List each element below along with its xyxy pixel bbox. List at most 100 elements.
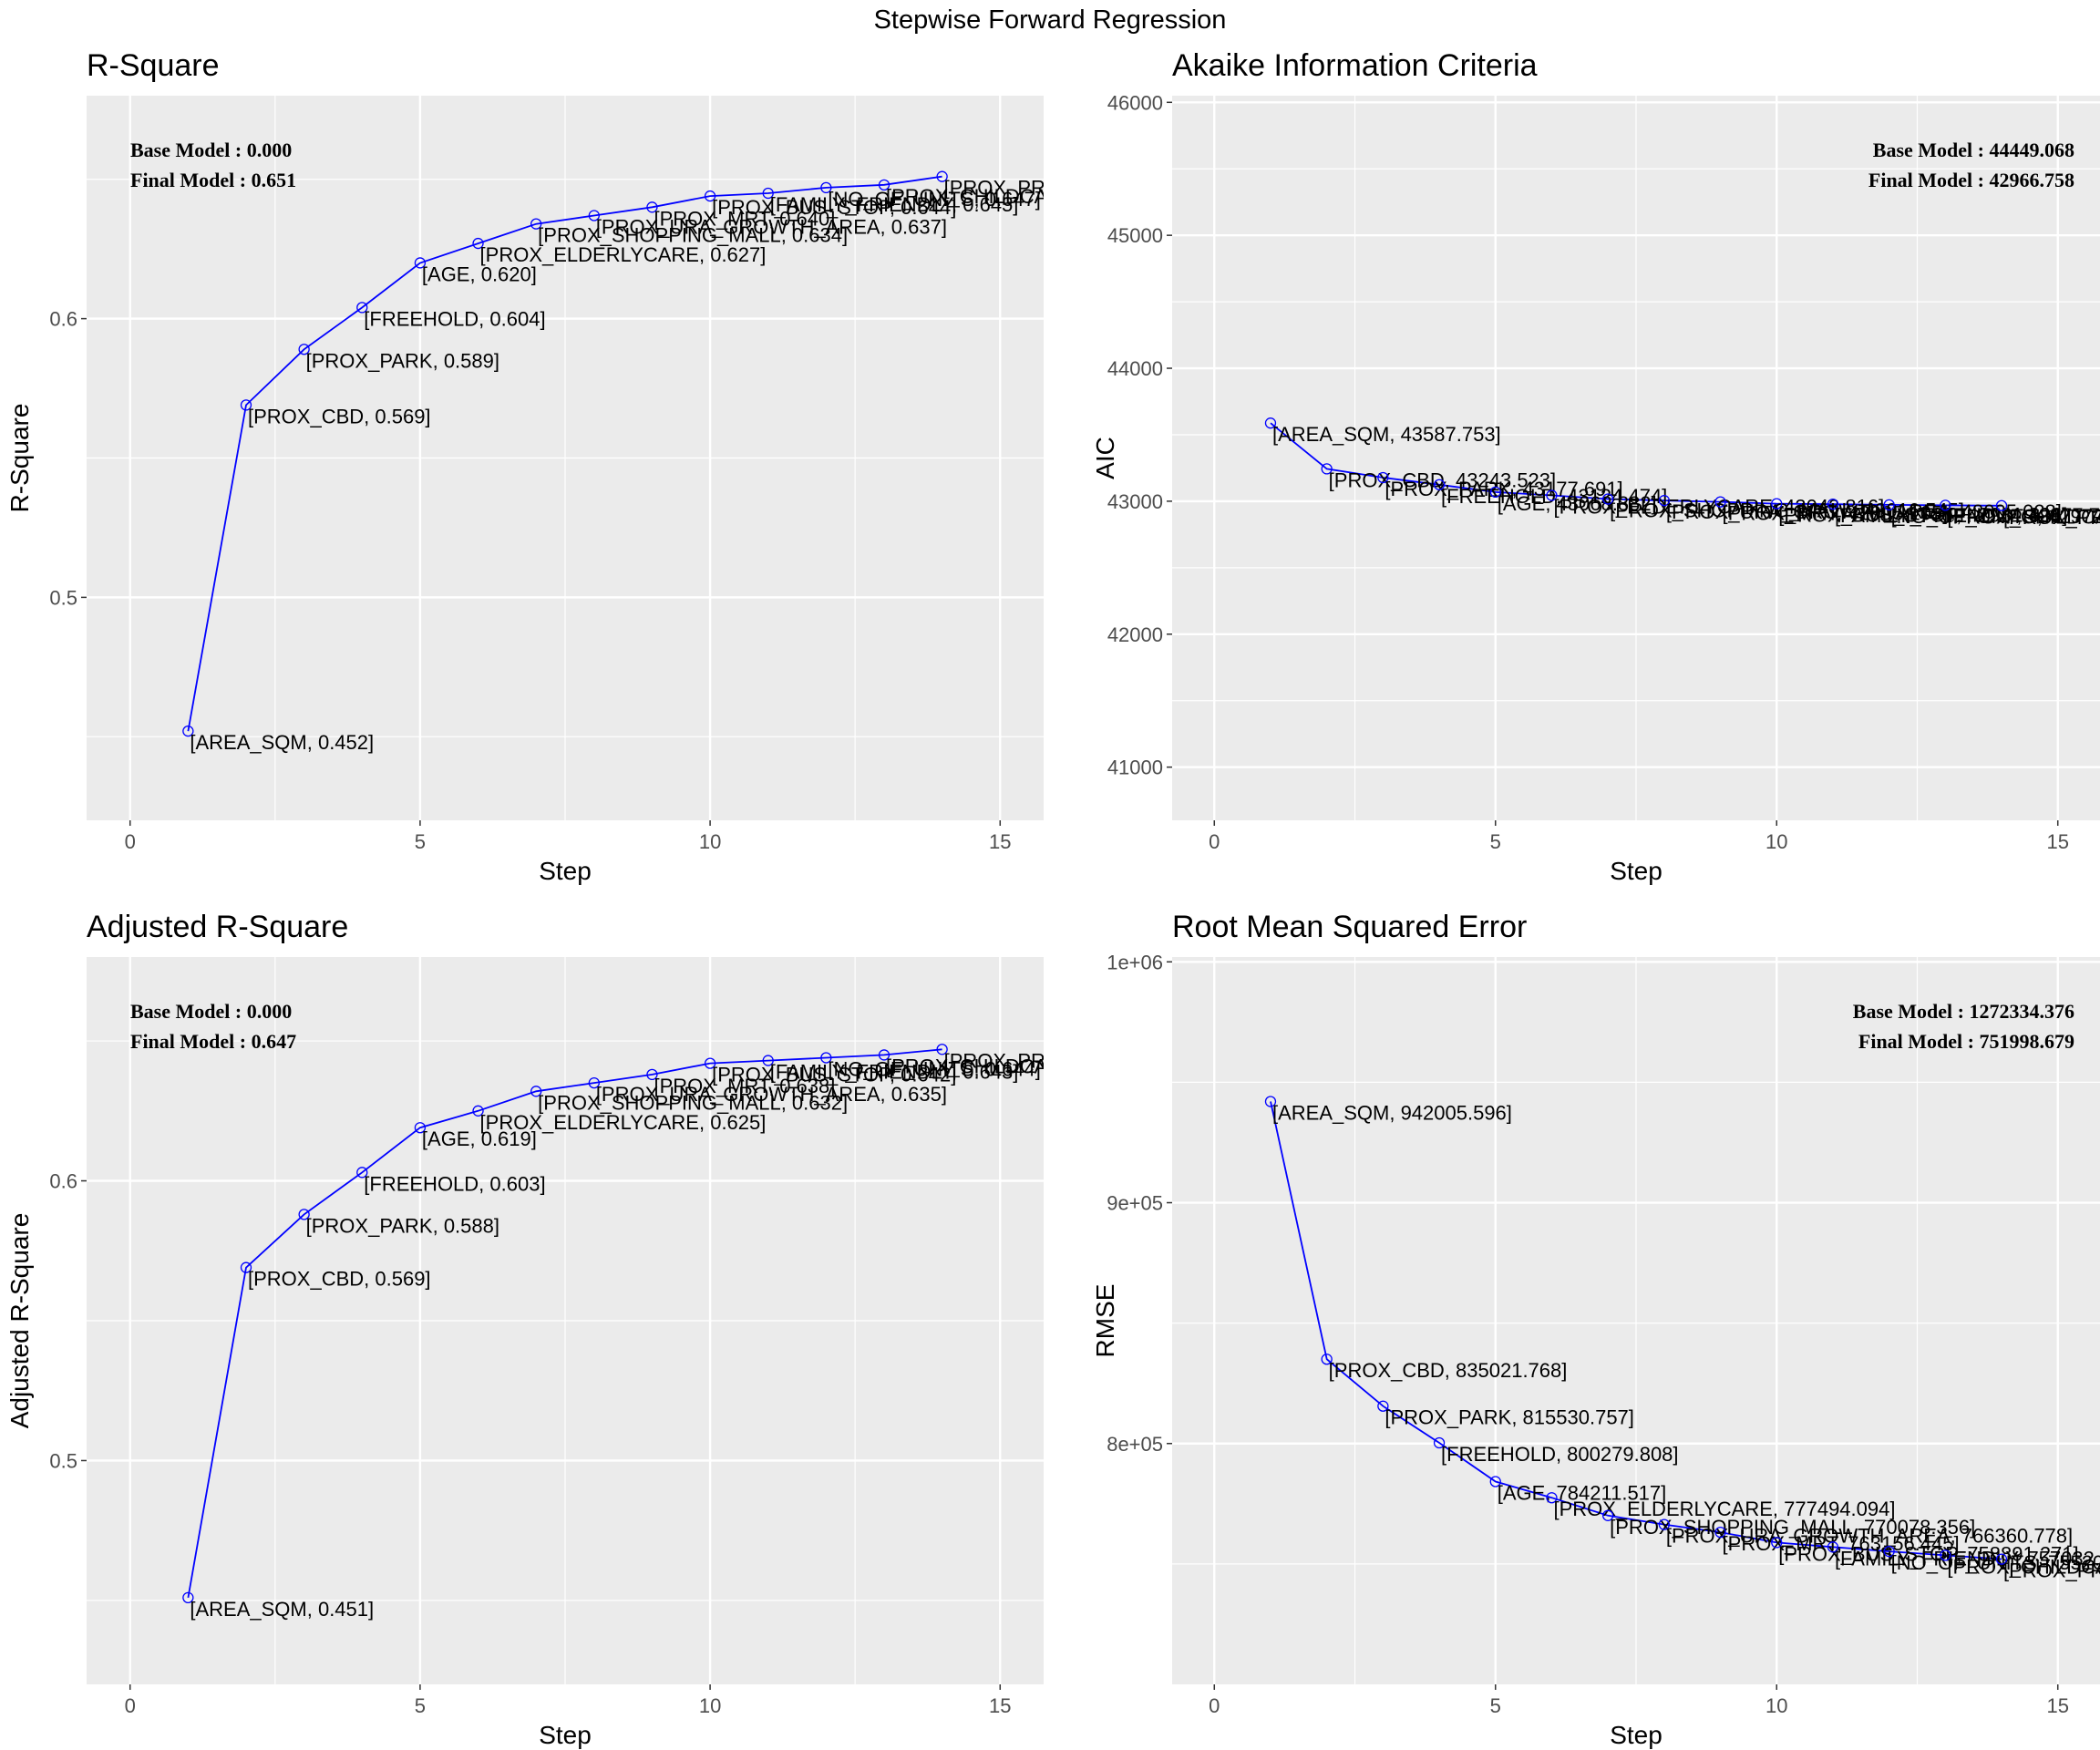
data-point bbox=[472, 1105, 484, 1117]
y-tick-label: 46000 bbox=[1107, 91, 1163, 114]
panel-title: Root Mean Squared Error bbox=[1172, 910, 1527, 944]
x-tick-label: 10 bbox=[699, 1694, 721, 1717]
y-tick-label: 45000 bbox=[1107, 224, 1163, 247]
data-label: [FREEHOLD, 0.604] bbox=[364, 307, 545, 330]
data-point bbox=[1658, 495, 1670, 507]
data-label: [PROX_URA_GROWTH_AREA, 0.635] bbox=[596, 1083, 947, 1106]
x-axis-title: Step bbox=[1610, 1721, 1662, 1749]
y-axis-title: AIC bbox=[1091, 437, 1119, 479]
data-label: [PROX_ELDERLYCARE, 0.625] bbox=[480, 1111, 767, 1134]
data-point bbox=[1827, 1541, 1839, 1553]
x-tick-label: 10 bbox=[1765, 830, 1787, 853]
y-tick-label: 1e+06 bbox=[1107, 951, 1163, 973]
data-label: [PROX_CBD, 0.569] bbox=[248, 405, 431, 427]
data-label: [NO_OF_UNITS, 0.644] bbox=[828, 1057, 1041, 1080]
series-group: [AREA_SQM, 0.452] [PROX_CBD, 0.569] [PROX_… bbox=[182, 170, 1044, 754]
series-group: [AREA_SQM, 43587.753][PROX_CBD, 43243.52… bbox=[1264, 417, 2100, 529]
model-summary-note: Final Model : 0.647 bbox=[130, 1030, 296, 1053]
data-label: [NO_OF_UNITS, 755201.944] bbox=[1891, 1551, 2100, 1574]
data-point bbox=[1995, 499, 2008, 511]
series-group: [AREA_SQM, 942005.596] [PROX_CBD, 835021.… bbox=[1264, 1096, 2100, 1582]
data-point bbox=[646, 201, 658, 213]
data-label: [PROX_CHILDCARE, 42969.512] bbox=[1947, 505, 2100, 528]
y-tick-label: 42000 bbox=[1107, 623, 1163, 646]
data-point bbox=[240, 399, 252, 411]
x-axis-title: Step bbox=[1610, 857, 1662, 885]
data-label: [FREEHOLD, 43124.474] bbox=[1441, 485, 1667, 508]
x-tick-label: 5 bbox=[1490, 830, 1501, 853]
data-label: [PROX_BUS_STOP, 0.644] bbox=[712, 196, 956, 219]
y-tick-label: 9e+05 bbox=[1107, 1192, 1163, 1215]
data-point bbox=[1433, 479, 1446, 490]
model-summary-note: Final Model : 0.651 bbox=[130, 169, 296, 191]
data-label: [NO_OF_UNITS, 42972.631] bbox=[1891, 505, 2100, 528]
data-point bbox=[298, 344, 310, 355]
data-point bbox=[182, 1591, 194, 1604]
data-point bbox=[1546, 489, 1558, 501]
data-point bbox=[1321, 1354, 1333, 1365]
data-label: [PROX_URA_GROWTH_AREA, 43005.028] bbox=[1666, 500, 2062, 523]
data-label: [PROX_MRT, 763156.445] bbox=[1723, 1532, 1960, 1555]
data-point bbox=[414, 1122, 427, 1134]
data-label: [AGE, 0.620] bbox=[422, 262, 537, 285]
data-label: [NO_OF_UNITS, 0.647] bbox=[828, 188, 1041, 211]
data-label: [AGE, 784211.517] bbox=[1498, 1481, 1667, 1504]
data-label: [FAMILY_FRIENDLY, 0.643] bbox=[770, 1061, 1019, 1084]
data-label: [PROX_URA_GROWTH_AREA, 766360.778] bbox=[1666, 1525, 2073, 1548]
data-label: [PROX_PARK, 815530.757] bbox=[1385, 1406, 1634, 1429]
model-summary-note: Base Model : 1272334.376 bbox=[1853, 1000, 2074, 1023]
y-tick-label: 0.6 bbox=[49, 308, 77, 331]
data-label: [AREA_SQM, 942005.596] bbox=[1272, 1102, 1512, 1125]
x-tick-label: 10 bbox=[699, 830, 721, 853]
model-summary-note: Final Model : 751998.679 bbox=[1858, 1030, 2074, 1053]
data-label: [FREEHOLD, 800279.808] bbox=[1441, 1443, 1678, 1466]
x-tick-label: 15 bbox=[989, 830, 1011, 853]
data-point bbox=[1883, 1545, 1895, 1558]
data-point bbox=[820, 1052, 832, 1064]
data-point bbox=[1940, 499, 1951, 511]
data-point bbox=[1602, 493, 1614, 505]
y-tick-label: 0.5 bbox=[49, 1449, 77, 1472]
x-tick-label: 0 bbox=[125, 1694, 136, 1717]
x-tick-label: 15 bbox=[2046, 830, 2068, 853]
panel-3: 0 5 10 15 0.5 0.6 Adjusted R-Square Step Adjuste… bbox=[5, 910, 1044, 1749]
data-label: [AGE, 0.619] bbox=[422, 1127, 537, 1150]
x-tick-label: 0 bbox=[125, 830, 136, 853]
data-point bbox=[1377, 1400, 1389, 1412]
data-point bbox=[1489, 486, 1501, 499]
data-point bbox=[1883, 499, 1895, 511]
data-label: [PROX_CBD, 835021.768] bbox=[1329, 1359, 1568, 1382]
data-label: [PROX_SHOPPING_MALL, 0.632] bbox=[538, 1091, 848, 1114]
panel-title: R-Square bbox=[87, 48, 220, 83]
x-tick-label: 5 bbox=[1490, 1694, 1501, 1717]
data-point bbox=[472, 237, 484, 250]
data-point bbox=[1940, 1549, 1951, 1561]
data-point bbox=[762, 1055, 774, 1066]
data-label: [PROX_URA_GROWTH_AREA, 0.637] bbox=[596, 215, 947, 238]
data-label: [FREEHOLD, 0.603] bbox=[364, 1172, 545, 1195]
data-point bbox=[936, 170, 948, 182]
model-summary-note: Base Model : 0.000 bbox=[130, 1000, 292, 1023]
data-point bbox=[1827, 499, 1839, 510]
data-point bbox=[704, 190, 716, 202]
data-point bbox=[1658, 1518, 1670, 1530]
data-point bbox=[704, 1057, 716, 1069]
data-point bbox=[646, 1068, 658, 1081]
x-tick-label: 0 bbox=[1209, 830, 1220, 853]
x-tick-label: 5 bbox=[415, 830, 426, 853]
data-label: [PROX_CHILDCARE, 753598.112] bbox=[1947, 1555, 2100, 1578]
data-point bbox=[1264, 417, 1277, 429]
data-label: [AREA_SQM, 0.451] bbox=[190, 1598, 374, 1621]
y-axis-title: R-Square bbox=[5, 404, 34, 513]
data-point bbox=[936, 1044, 948, 1055]
data-label: [PROX_SHOPPING_MALL, 0.634] bbox=[538, 224, 848, 247]
y-tick-label: 44000 bbox=[1107, 357, 1163, 380]
data-point bbox=[820, 181, 832, 194]
data-label: [AREA_SQM, 43587.753] bbox=[1272, 423, 1501, 446]
y-tick-label: 43000 bbox=[1107, 490, 1163, 513]
data-point bbox=[1433, 1436, 1446, 1449]
data-point bbox=[356, 1167, 368, 1179]
data-point bbox=[1714, 1526, 1726, 1539]
data-label: [FAMILY_FRIENDLY, 757032.518] bbox=[1835, 1547, 2100, 1570]
data-label: [PROX_MRT, 42995.105] bbox=[1723, 502, 1949, 525]
